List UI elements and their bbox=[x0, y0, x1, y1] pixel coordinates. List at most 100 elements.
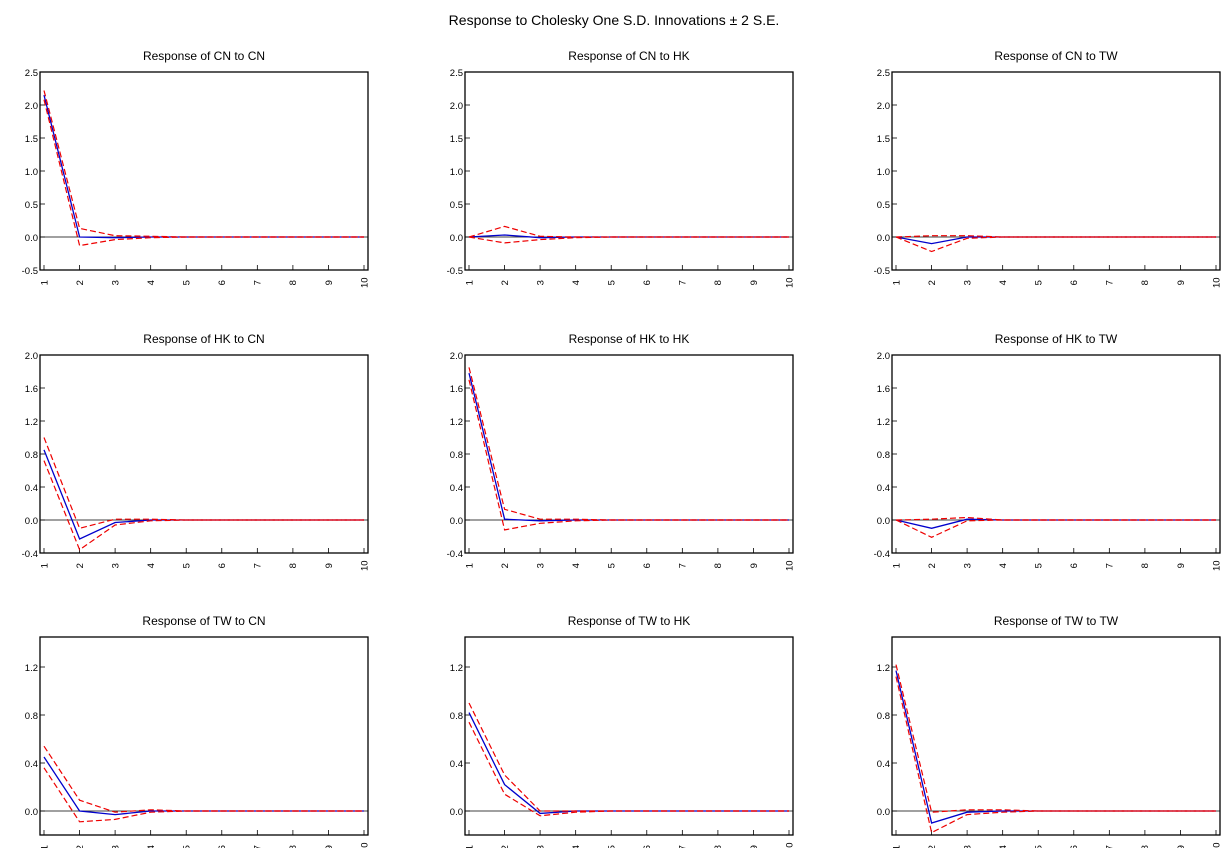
x-tick-label: 2 bbox=[927, 563, 938, 568]
x-tick-label: 10 bbox=[1211, 277, 1222, 288]
subplot-title: Response of HK to TW bbox=[995, 332, 1118, 346]
x-tick-label: 2 bbox=[500, 280, 511, 285]
y-tick-label: 1.6 bbox=[450, 384, 463, 395]
y-tick-label: 2.0 bbox=[450, 351, 463, 362]
subplot: Response of TW to HK 0.0 0.4 0.8 1.2 1 2 3 4 5 6 7 8… bbox=[450, 614, 796, 848]
response-line bbox=[468, 712, 789, 815]
x-tick-label: 5 bbox=[182, 563, 193, 568]
subplot-title: Response of TW to CN bbox=[142, 614, 265, 628]
x-tick-label: 8 bbox=[288, 845, 299, 848]
subplot-title: Response of HK to CN bbox=[143, 332, 264, 346]
y-tick-label: 0.4 bbox=[877, 759, 890, 770]
x-tick-label: 6 bbox=[642, 563, 653, 568]
x-tick-label: 10 bbox=[1211, 560, 1222, 571]
x-tick-label: 2 bbox=[500, 563, 511, 568]
y-tick-label: 0.5 bbox=[25, 200, 38, 211]
x-tick-label: 4 bbox=[571, 845, 582, 848]
lower-band-line bbox=[43, 767, 364, 823]
y-tick-label: -0.4 bbox=[447, 549, 463, 560]
y-tick-label: 0.0 bbox=[25, 807, 38, 818]
lower-band-line bbox=[468, 721, 789, 817]
x-tick-label: 7 bbox=[678, 280, 689, 285]
x-tick-label: 9 bbox=[1176, 280, 1187, 285]
x-tick-label: 5 bbox=[607, 845, 618, 848]
x-tick-label: 6 bbox=[642, 845, 653, 848]
plot-frame bbox=[39, 354, 369, 554]
y-tick-label: 1.2 bbox=[877, 663, 890, 674]
y-tick-label: 0.4 bbox=[877, 483, 890, 494]
x-tick-label: 6 bbox=[217, 845, 228, 848]
x-tick-label: 5 bbox=[607, 280, 618, 285]
y-tick-label: 1.0 bbox=[450, 167, 463, 178]
x-tick-label: 6 bbox=[1069, 563, 1080, 568]
lower-band-line bbox=[895, 519, 1216, 538]
x-tick-label: 4 bbox=[146, 280, 157, 285]
y-tick-label: -0.4 bbox=[22, 549, 38, 560]
x-tick-label: 1 bbox=[464, 563, 475, 568]
subplot: Response of HK to TW -0.4 0.0 0.4 0.8 1.2 1.6 2… bbox=[874, 332, 1223, 571]
y-tick-label: -0.5 bbox=[447, 266, 463, 277]
x-tick-label: 10 bbox=[784, 277, 795, 288]
y-tick-label: 0.8 bbox=[25, 711, 38, 722]
x-tick-label: 1 bbox=[891, 563, 902, 568]
x-tick-label: 10 bbox=[359, 842, 370, 848]
y-tick-label: 1.5 bbox=[450, 134, 463, 145]
x-tick-label: 10 bbox=[1211, 842, 1222, 848]
y-tick-label: 0.4 bbox=[450, 759, 463, 770]
y-tick-label: 0.8 bbox=[877, 450, 890, 461]
x-tick-label: 5 bbox=[1034, 845, 1045, 848]
x-tick-label: 4 bbox=[998, 280, 1009, 285]
subplot: Response of HK to CN -0.4 0.0 0.4 0.8 1.2 1.6 2… bbox=[22, 332, 371, 571]
lower-band-line bbox=[895, 236, 1216, 253]
y-tick-label: 1.6 bbox=[877, 384, 890, 395]
x-tick-label: 7 bbox=[1105, 563, 1116, 568]
plot-frame bbox=[464, 354, 794, 554]
y-tick-label: 0.8 bbox=[450, 711, 463, 722]
x-tick-label: 9 bbox=[324, 280, 335, 285]
x-tick-label: 3 bbox=[110, 563, 121, 568]
y-tick-label: 2.5 bbox=[450, 68, 463, 79]
x-tick-label: 3 bbox=[110, 280, 121, 285]
y-tick-label: 1.2 bbox=[25, 417, 38, 428]
y-tick-label: -0.5 bbox=[22, 266, 38, 277]
y-tick-label: 1.2 bbox=[450, 663, 463, 674]
y-tick-label: 0.4 bbox=[25, 759, 38, 770]
y-tick-label: 0.4 bbox=[450, 483, 463, 494]
x-tick-label: 10 bbox=[359, 560, 370, 571]
x-tick-label: 1 bbox=[39, 845, 50, 848]
plot-frame bbox=[891, 354, 1221, 554]
x-tick-label: 2 bbox=[75, 845, 86, 848]
x-tick-label: 2 bbox=[75, 563, 86, 568]
lower-band-line bbox=[895, 676, 1216, 834]
x-tick-label: 7 bbox=[678, 845, 689, 848]
x-tick-label: 4 bbox=[571, 563, 582, 568]
x-tick-label: 9 bbox=[749, 563, 760, 568]
x-tick-label: 7 bbox=[253, 563, 264, 568]
x-tick-label: 2 bbox=[927, 845, 938, 848]
x-tick-label: 6 bbox=[1069, 280, 1080, 285]
x-tick-label: 3 bbox=[535, 280, 546, 285]
x-tick-label: 6 bbox=[217, 563, 228, 568]
y-tick-label: 2.0 bbox=[877, 101, 890, 112]
x-tick-label: 8 bbox=[713, 845, 724, 848]
x-tick-label: 1 bbox=[39, 563, 50, 568]
x-tick-label: 7 bbox=[253, 845, 264, 848]
x-tick-label: 8 bbox=[713, 280, 724, 285]
y-tick-label: 2.0 bbox=[450, 101, 463, 112]
x-tick-label: 6 bbox=[1069, 845, 1080, 848]
lower-band-line bbox=[468, 379, 789, 531]
subplot-title: Response of CN to TW bbox=[994, 49, 1118, 63]
x-tick-label: 9 bbox=[324, 563, 335, 568]
y-tick-label: 0.0 bbox=[877, 516, 890, 527]
upper-band-line bbox=[43, 437, 364, 530]
x-tick-label: 3 bbox=[962, 563, 973, 568]
x-tick-label: 2 bbox=[75, 280, 86, 285]
y-tick-label: 1.2 bbox=[25, 663, 38, 674]
subplot: Response of TW to TW 0.0 0.4 0.8 1.2 1 2 3 4 5 6 7 8… bbox=[877, 614, 1223, 848]
lower-band-line bbox=[43, 460, 364, 551]
y-tick-label: 1.0 bbox=[877, 167, 890, 178]
y-tick-label: 0.5 bbox=[877, 200, 890, 211]
x-tick-label: 7 bbox=[1105, 280, 1116, 285]
